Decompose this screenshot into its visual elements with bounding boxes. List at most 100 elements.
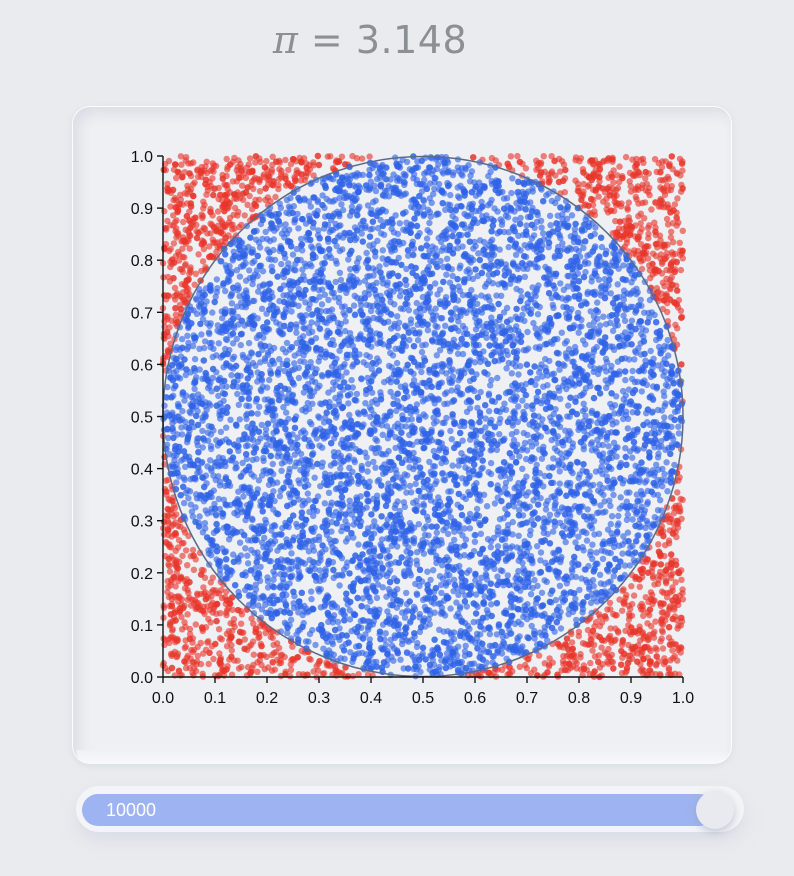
outside-point xyxy=(210,185,217,192)
outside-point xyxy=(225,232,232,239)
inside-point xyxy=(607,578,614,585)
outside-point xyxy=(637,606,645,613)
outside-point xyxy=(172,547,179,555)
outside-point xyxy=(207,619,214,626)
outside-point xyxy=(669,281,676,288)
outside-point xyxy=(303,164,310,172)
outside-point xyxy=(663,266,670,274)
inside-point xyxy=(397,656,404,663)
outside-point xyxy=(164,476,172,484)
inside-point xyxy=(221,390,229,398)
outside-point xyxy=(678,314,685,321)
outside-point xyxy=(177,200,184,208)
outside-point xyxy=(679,167,686,174)
outside-point xyxy=(637,220,644,227)
outside-point xyxy=(636,255,643,262)
outside-point xyxy=(269,182,277,189)
inside-point xyxy=(208,445,215,453)
outside-point xyxy=(607,207,615,214)
outside-point xyxy=(596,174,603,181)
outside-point xyxy=(327,153,334,160)
outside-point xyxy=(177,153,185,160)
inside-point xyxy=(373,594,381,602)
outside-point xyxy=(632,193,639,201)
outside-point xyxy=(657,203,665,210)
outside-point xyxy=(609,659,616,666)
outside-point xyxy=(217,610,224,617)
outside-point xyxy=(470,154,477,161)
inside-point xyxy=(215,340,222,347)
outside-point xyxy=(668,153,675,160)
outside-point xyxy=(167,245,174,253)
outside-point xyxy=(194,590,201,597)
inside-point xyxy=(654,454,662,461)
inside-point xyxy=(178,335,186,343)
outside-point xyxy=(639,630,646,638)
outside-point xyxy=(618,661,625,668)
inside-point xyxy=(487,470,495,478)
outside-point xyxy=(174,207,182,214)
outside-point xyxy=(614,184,622,192)
outside-point xyxy=(623,591,630,599)
outside-point xyxy=(223,588,230,595)
outside-point xyxy=(298,171,305,178)
outside-point xyxy=(589,647,596,654)
outside-point xyxy=(287,161,295,168)
outside-point xyxy=(219,666,226,674)
outside-point xyxy=(657,561,665,568)
outside-point xyxy=(171,293,178,300)
outside-point xyxy=(207,208,214,216)
outside-point xyxy=(173,217,180,224)
inside-point xyxy=(501,400,508,407)
outside-point xyxy=(192,621,199,628)
outside-point xyxy=(646,184,653,192)
outside-point xyxy=(627,183,634,190)
inside-point xyxy=(593,549,600,556)
outside-point xyxy=(612,636,619,643)
outside-point xyxy=(639,199,646,207)
outside-point xyxy=(674,489,681,496)
outside-point xyxy=(235,638,243,645)
inside-point xyxy=(355,650,362,657)
outside-point xyxy=(199,258,207,265)
inside-point xyxy=(637,523,645,530)
outside-point xyxy=(641,250,648,258)
outside-point xyxy=(192,270,199,277)
outside-point xyxy=(666,641,674,648)
outside-point xyxy=(531,666,538,673)
outside-point xyxy=(250,651,257,658)
outside-point xyxy=(213,617,220,625)
outside-point xyxy=(679,227,686,234)
inside-point xyxy=(423,235,431,242)
outside-point xyxy=(225,219,233,226)
outside-point xyxy=(673,258,681,265)
outside-point xyxy=(669,647,676,654)
outside-point xyxy=(175,593,183,600)
outside-point xyxy=(671,268,678,275)
outside-point xyxy=(669,530,677,537)
inside-point xyxy=(357,617,364,625)
outside-point xyxy=(161,208,168,215)
outside-point xyxy=(587,636,594,643)
inside-point xyxy=(305,638,312,645)
outside-point xyxy=(516,158,524,166)
inside-point xyxy=(408,489,415,496)
outside-point xyxy=(186,245,193,252)
outside-point xyxy=(172,617,179,624)
inside-point xyxy=(355,541,362,548)
outside-point xyxy=(598,644,605,651)
outside-point xyxy=(625,610,633,618)
outside-point xyxy=(535,652,543,659)
outside-point xyxy=(172,194,179,202)
outside-point xyxy=(645,636,652,643)
outside-point xyxy=(660,533,667,540)
outside-point xyxy=(172,305,179,312)
outside-point xyxy=(199,213,206,220)
outside-point xyxy=(652,560,659,567)
outside-point xyxy=(662,567,669,574)
outside-point xyxy=(285,166,292,174)
outside-point xyxy=(663,250,671,257)
inside-point xyxy=(542,355,549,363)
inside-point xyxy=(210,345,217,352)
outside-point xyxy=(183,277,191,284)
